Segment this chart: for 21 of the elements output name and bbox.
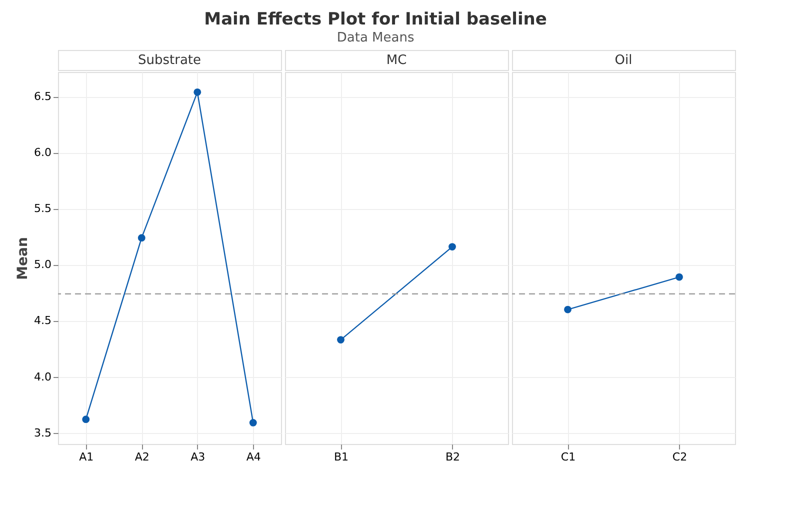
x-tick-label: B2 [445,450,460,464]
x-tick-label: C2 [672,450,688,464]
y-tick-label: 3.5 [34,426,52,440]
y-tick-label: 6.5 [34,90,52,104]
text: Oil [614,53,632,68]
y-tick-label: 6.0 [34,146,52,160]
x-tick-label: A1 [79,450,94,464]
x-tick-label: B1 [334,450,349,464]
y-tick-label: 5.0 [34,258,52,272]
x-tick-label: A4 [246,450,261,464]
y-tick-label: 4.0 [34,370,52,384]
y-tick-label: 4.5 [34,314,52,328]
x-tick-label: A2 [134,450,150,464]
x-tick-label: A3 [190,450,206,464]
chart-title: Main Effects Plot for Initial baseline [204,10,547,30]
chart-subtitle: Data Means [336,30,414,46]
text: Substrate [138,53,202,68]
x-tick-label: C1 [560,450,576,464]
y-axis-title: Mean [15,237,32,280]
text: MC [386,53,407,68]
y-tick-label: 5.5 [34,202,52,216]
